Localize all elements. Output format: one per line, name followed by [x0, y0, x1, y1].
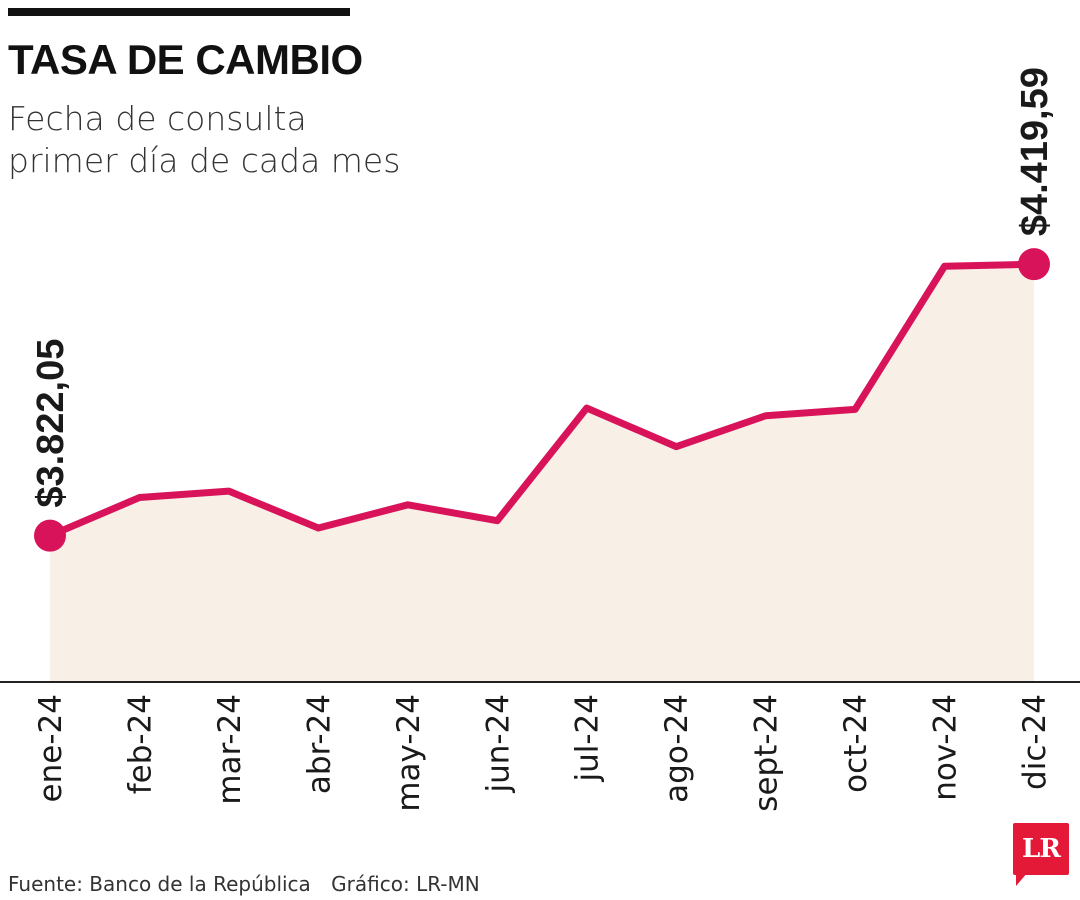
x-tick-label: dic-24 — [1017, 694, 1053, 790]
line-layer — [46, 260, 1038, 540]
data-label-dic-24: $4.419,59 — [1014, 67, 1056, 236]
x-tick-label: nov-24 — [928, 694, 964, 801]
chart-title: TASA DE CAMBIO — [8, 36, 363, 83]
x-tick-label: ene-24 — [33, 694, 69, 802]
x-tick-label: jun-24 — [480, 694, 516, 794]
logo-tail — [1016, 872, 1028, 886]
subtitle-line-2: primer día de cada mes — [8, 141, 401, 180]
lr-logo: LR — [1013, 823, 1069, 875]
x-tick-label: may-24 — [391, 694, 427, 812]
data-point-ene-24 — [34, 519, 66, 552]
area-layer — [50, 264, 1034, 682]
data-label-ene-24: $3.822,05 — [30, 339, 72, 508]
x-tick-label: sept-24 — [749, 694, 785, 812]
x-tick-label: abr-24 — [301, 694, 337, 794]
series-line — [46, 260, 1038, 540]
credit-text: Gráfico: LR-MN — [331, 872, 480, 896]
tick-layer: ene-24 feb-24 mar-24 abr-24 may-24 jun-24 jul-… — [33, 694, 1053, 812]
x-tick-label: ago-24 — [659, 694, 695, 803]
x-tick-label: jul-24 — [570, 694, 606, 783]
label-layer: $3.822,05 $4.419,59 — [30, 67, 1056, 508]
logo-text: LR — [1022, 834, 1061, 864]
chart-subtitle: Fecha de consulta primer día de cada mes — [8, 98, 528, 182]
source-note: Fuente: Banco de la República Gráfico: L… — [8, 872, 480, 896]
x-tick-label: mar-24 — [212, 694, 248, 805]
source-text: Fuente: Banco de la República — [8, 872, 311, 896]
x-tick-label: feb-24 — [122, 694, 158, 794]
top-rule — [8, 8, 350, 16]
area-fill — [50, 264, 1034, 682]
x-tick-label: oct-24 — [838, 694, 874, 793]
data-point-dic-24 — [1018, 248, 1050, 281]
subtitle-line-1: Fecha de consulta — [8, 99, 307, 138]
point-layer — [34, 248, 1050, 552]
